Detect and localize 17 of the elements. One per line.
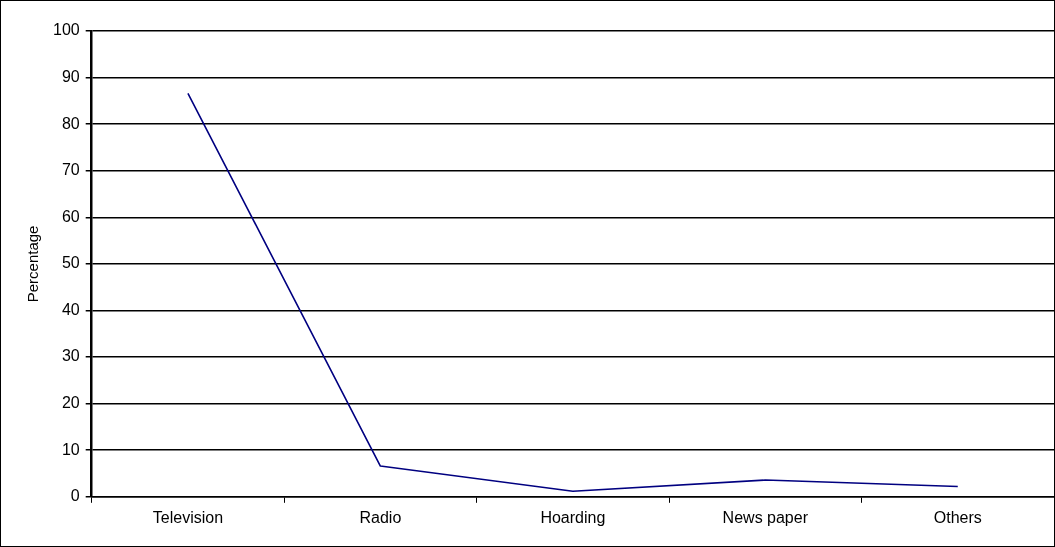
y-tick-label: 90 bbox=[61, 67, 80, 85]
x-tick-label: News paper bbox=[722, 508, 809, 526]
x-tick-label: Others bbox=[933, 508, 982, 526]
y-tick-label: 30 bbox=[61, 347, 80, 365]
x-tick-label: Radio bbox=[359, 508, 402, 526]
y-tick-label: 10 bbox=[61, 440, 80, 458]
x-tick-label: Television bbox=[152, 508, 224, 526]
y-axis-title: Percentage bbox=[24, 225, 42, 303]
x-tick-label: Hoarding bbox=[540, 508, 606, 526]
y-tick-label: 60 bbox=[61, 207, 80, 225]
y-tick-label: 0 bbox=[70, 487, 80, 505]
y-tick-label: 80 bbox=[61, 114, 80, 132]
y-tick-label: 100 bbox=[52, 21, 80, 39]
y-tick-label: 40 bbox=[61, 300, 80, 318]
y-tick-label: 20 bbox=[61, 394, 80, 412]
y-tick-label: 50 bbox=[61, 254, 80, 272]
y-tick-label: 70 bbox=[61, 161, 80, 179]
